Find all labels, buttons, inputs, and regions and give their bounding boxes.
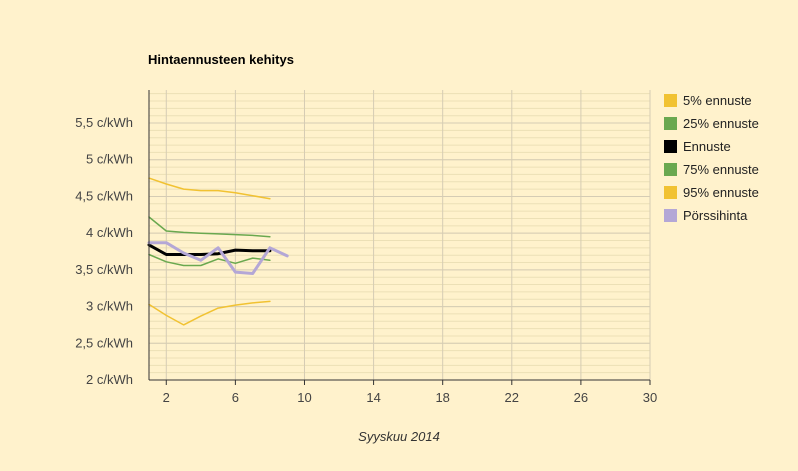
legend-label: Pörssihinta [683,208,748,223]
legend-swatch [664,94,677,107]
y-tick-label: 2,5 c/kWh [75,335,133,350]
x-axis-label: Syyskuu 2014 [358,429,440,444]
legend-label: Ennuste [683,139,731,154]
series-line-6 [147,241,289,275]
x-tick-label: 18 [435,390,449,405]
x-tick-label: 2 [163,390,170,405]
legend-item[interactable]: 95% ennuste [664,181,759,204]
y-tick-label: 3 c/kWh [86,299,133,314]
chart-title: Hintaennusteen kehitys [148,52,294,67]
x-tick-label: 14 [366,390,380,405]
x-tick-label: 30 [643,390,657,405]
x-tick-label: 6 [232,390,239,405]
y-tick-label: 4,5 c/kWh [75,188,133,203]
y-tick-label: 5,5 c/kWh [75,115,133,130]
series-line-4 [148,216,271,238]
series-line-2 [148,253,271,267]
legend-swatch [664,117,677,130]
series-layer [147,177,289,326]
legend-swatch [664,140,677,153]
series-line-5 [148,177,271,200]
axes [148,90,651,385]
legend: 5% ennuste 25% ennuste Ennuste 75% ennuste 9… [664,89,759,227]
y-tick-label: 4 c/kWh [86,225,133,240]
legend-item[interactable]: 25% ennuste [664,112,759,135]
y-tick-label: 3,5 c/kWh [75,262,133,277]
legend-label: 75% ennuste [683,162,759,177]
y-tick-label: 5 c/kWh [86,152,133,167]
legend-swatch [664,209,677,222]
x-tick-label: 26 [574,390,588,405]
legend-label: 5% ennuste [683,93,752,108]
legend-item[interactable]: Pörssihinta [664,204,759,227]
plot-background [149,90,650,380]
series-line-1 [148,300,271,326]
x-tick-label: 22 [505,390,519,405]
legend-swatch [664,186,677,199]
legend-item[interactable]: 75% ennuste [664,158,759,181]
legend-label: 95% ennuste [683,185,759,200]
tick-labels: 2 c/kWh 2,5 c/kWh 3 c/kWh 3,5 c/kWh 4 c/kWh 4… [75,115,657,405]
x-tick-label: 10 [297,390,311,405]
legend-swatch [664,163,677,176]
y-tick-label: 2 c/kWh [86,372,133,387]
legend-item[interactable]: Ennuste [664,135,759,158]
legend-label: 25% ennuste [683,116,759,131]
legend-item[interactable]: 5% ennuste [664,89,759,112]
